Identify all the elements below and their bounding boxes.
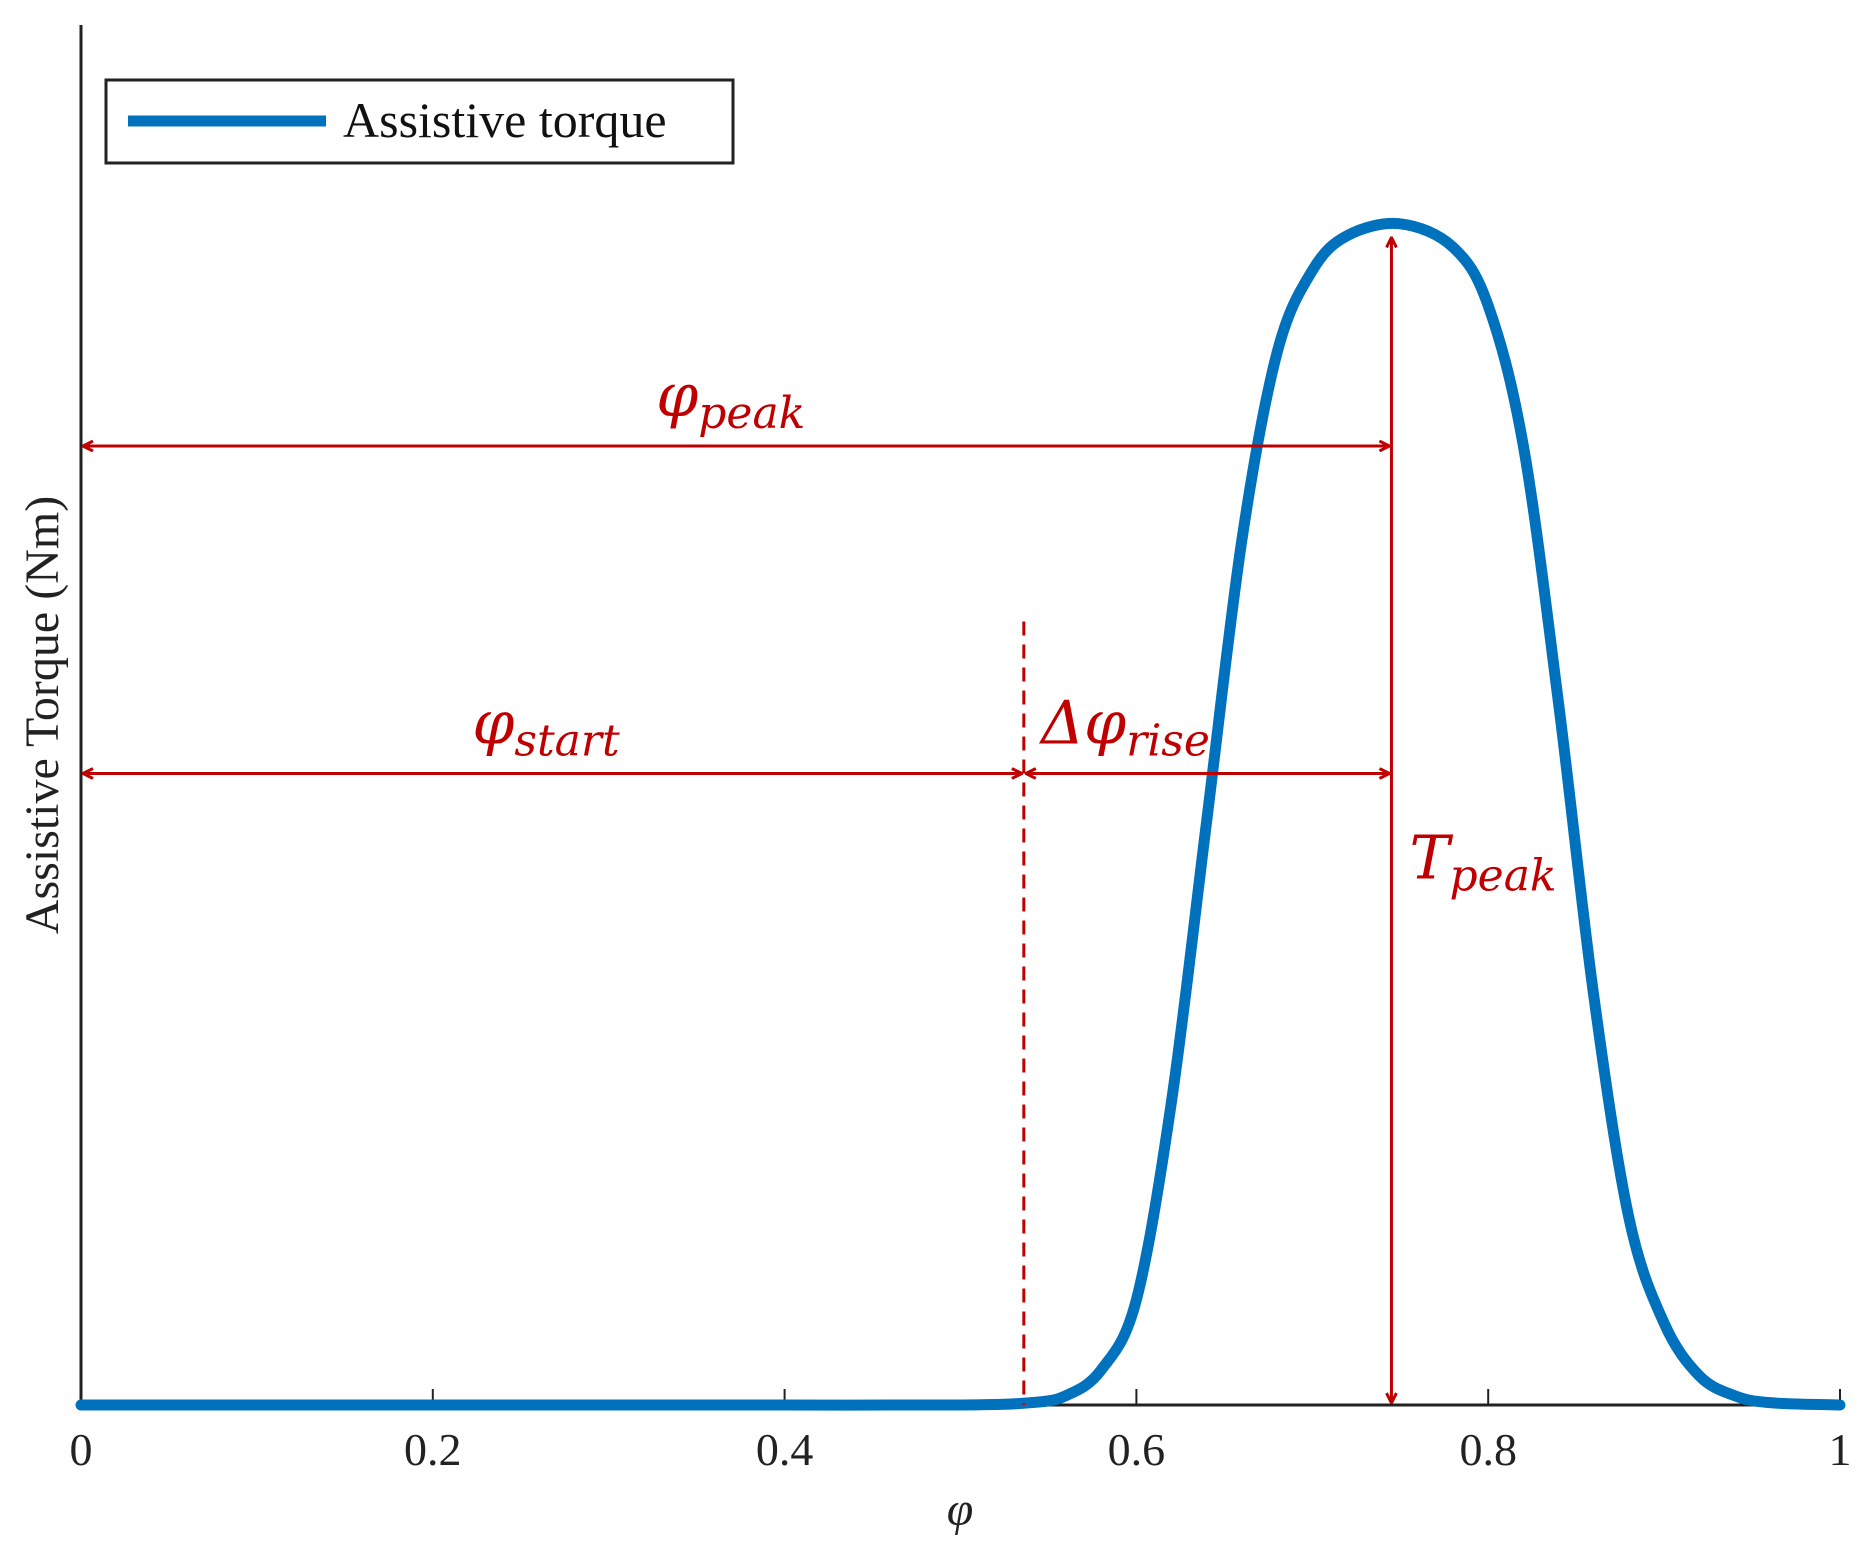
legend: Assistive torque: [104, 78, 735, 165]
x-tick-label: 0.8: [1459, 1424, 1517, 1475]
label-delta-phi-rise: Δφrise: [1039, 688, 1210, 766]
x-tick-label: 0.4: [756, 1424, 814, 1475]
x-tick-label: 0: [70, 1424, 93, 1475]
x-axis-label: φ: [947, 1483, 974, 1536]
x-tick-label: 1: [1829, 1424, 1852, 1475]
annotations: φpeak φstart Δφrise Tpeak: [83, 238, 1557, 1403]
label-t-peak: Tpeak: [1409, 824, 1556, 902]
x-ticks: 0 0.2 0.4 0.6 0.8 1: [70, 1389, 1852, 1475]
label-phi-peak: φpeak: [656, 361, 805, 439]
y-axis-label: Assistive Torque (Nm): [16, 496, 69, 934]
series-line-assistive-torque: [75, 217, 1846, 1411]
legend-label: Assistive torque: [343, 92, 667, 148]
label-phi-start: φstart: [472, 688, 620, 766]
x-tick-label: 0.2: [404, 1424, 462, 1475]
x-tick-label: 0.6: [1108, 1424, 1166, 1475]
